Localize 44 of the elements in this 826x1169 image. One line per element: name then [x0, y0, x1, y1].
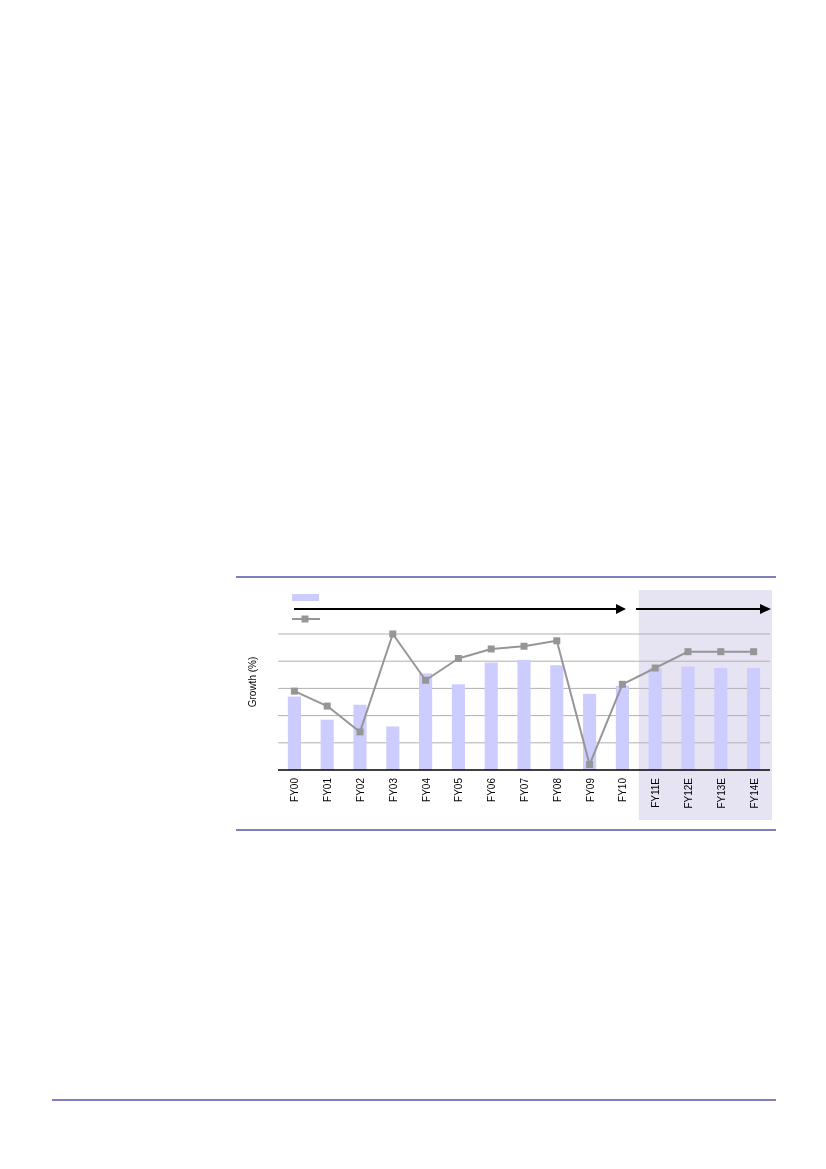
x-tick-label: FY02 [355, 777, 366, 802]
x-tick-label: FY05 [453, 777, 465, 802]
x-tick-label: FY07 [519, 777, 530, 802]
bar [648, 668, 662, 770]
point [422, 676, 430, 684]
point [651, 664, 659, 672]
x-tick-label: FY11E [650, 777, 662, 808]
x-tick-label: FY12E [683, 777, 694, 809]
bar [517, 659, 531, 770]
point [487, 645, 495, 653]
bar [419, 673, 433, 770]
bar [386, 726, 400, 770]
point [290, 687, 298, 695]
point [586, 761, 594, 769]
x-tick-label: FY00 [289, 777, 301, 802]
x-tick-label: FY13E [715, 777, 727, 809]
x-tick-label: FY10 [617, 777, 629, 802]
x-tick-label: FY04 [420, 777, 432, 802]
bar [747, 668, 761, 770]
bar [451, 684, 465, 770]
point [618, 680, 626, 688]
bar [615, 685, 629, 770]
x-tick-label: FY03 [387, 777, 399, 802]
x-tick-label: FY06 [486, 777, 498, 802]
point [717, 648, 725, 656]
bar [714, 668, 728, 770]
y-axis-title: Growth (%) [247, 656, 258, 708]
point [454, 654, 462, 662]
bar [320, 719, 334, 770]
point [750, 648, 758, 656]
point [389, 630, 397, 638]
x-tick-label: FY09 [584, 777, 596, 802]
x-tick-label: FY08 [551, 777, 563, 802]
point [520, 642, 528, 650]
x-tick-label: FY14E [748, 777, 760, 809]
point [684, 648, 692, 656]
bar [681, 666, 695, 770]
point [356, 728, 364, 736]
bar [484, 662, 498, 770]
point [553, 637, 561, 645]
bar [550, 665, 564, 770]
x-tick-label: FY01 [322, 777, 334, 802]
bar [287, 696, 301, 770]
point [323, 702, 331, 710]
